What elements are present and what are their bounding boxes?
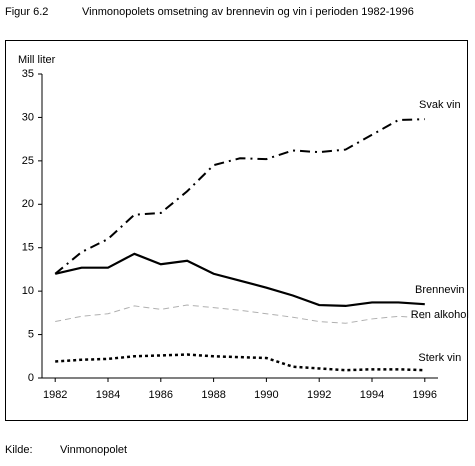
y-tick-label: 15	[22, 242, 34, 254]
x-tick-label: 1990	[254, 389, 278, 401]
x-tick-label: 1982	[43, 389, 67, 401]
y-tick-label: 25	[22, 155, 34, 167]
x-tick-label: 1984	[96, 389, 120, 401]
series-line	[55, 304, 425, 324]
series-label: Sterk vin	[418, 352, 461, 364]
series-line	[54, 118, 425, 275]
y-tick-label: 5	[28, 328, 34, 340]
x-tick-label: 1996	[413, 389, 437, 401]
x-tick-label: 1994	[360, 389, 384, 401]
series-line	[55, 353, 425, 372]
series-label: Svak vin	[419, 99, 461, 111]
source-label: Kilde:	[5, 444, 33, 456]
series-label: Brennevin	[415, 284, 465, 296]
figure-label: Figur 6.2	[5, 6, 48, 18]
y-tick-label: 0	[28, 372, 34, 384]
series-label: Ren alkohol	[411, 309, 469, 321]
series-line	[54, 252, 425, 308]
y-tick-label: 30	[22, 111, 34, 123]
chart-title: Vinmonopolets omsetning av brennevin og …	[82, 6, 414, 18]
x-tick-label: 1988	[201, 389, 225, 401]
source: Vinmonopolet	[60, 444, 127, 456]
x-tick-label: 1992	[307, 389, 331, 401]
x-tick-label: 1986	[149, 389, 173, 401]
y-tick-label: 20	[22, 198, 34, 210]
y-tick-label: 35	[22, 68, 34, 80]
y-axis-label: Mill liter	[18, 54, 56, 66]
y-tick-label: 10	[22, 285, 34, 297]
frame	[5, 40, 468, 421]
